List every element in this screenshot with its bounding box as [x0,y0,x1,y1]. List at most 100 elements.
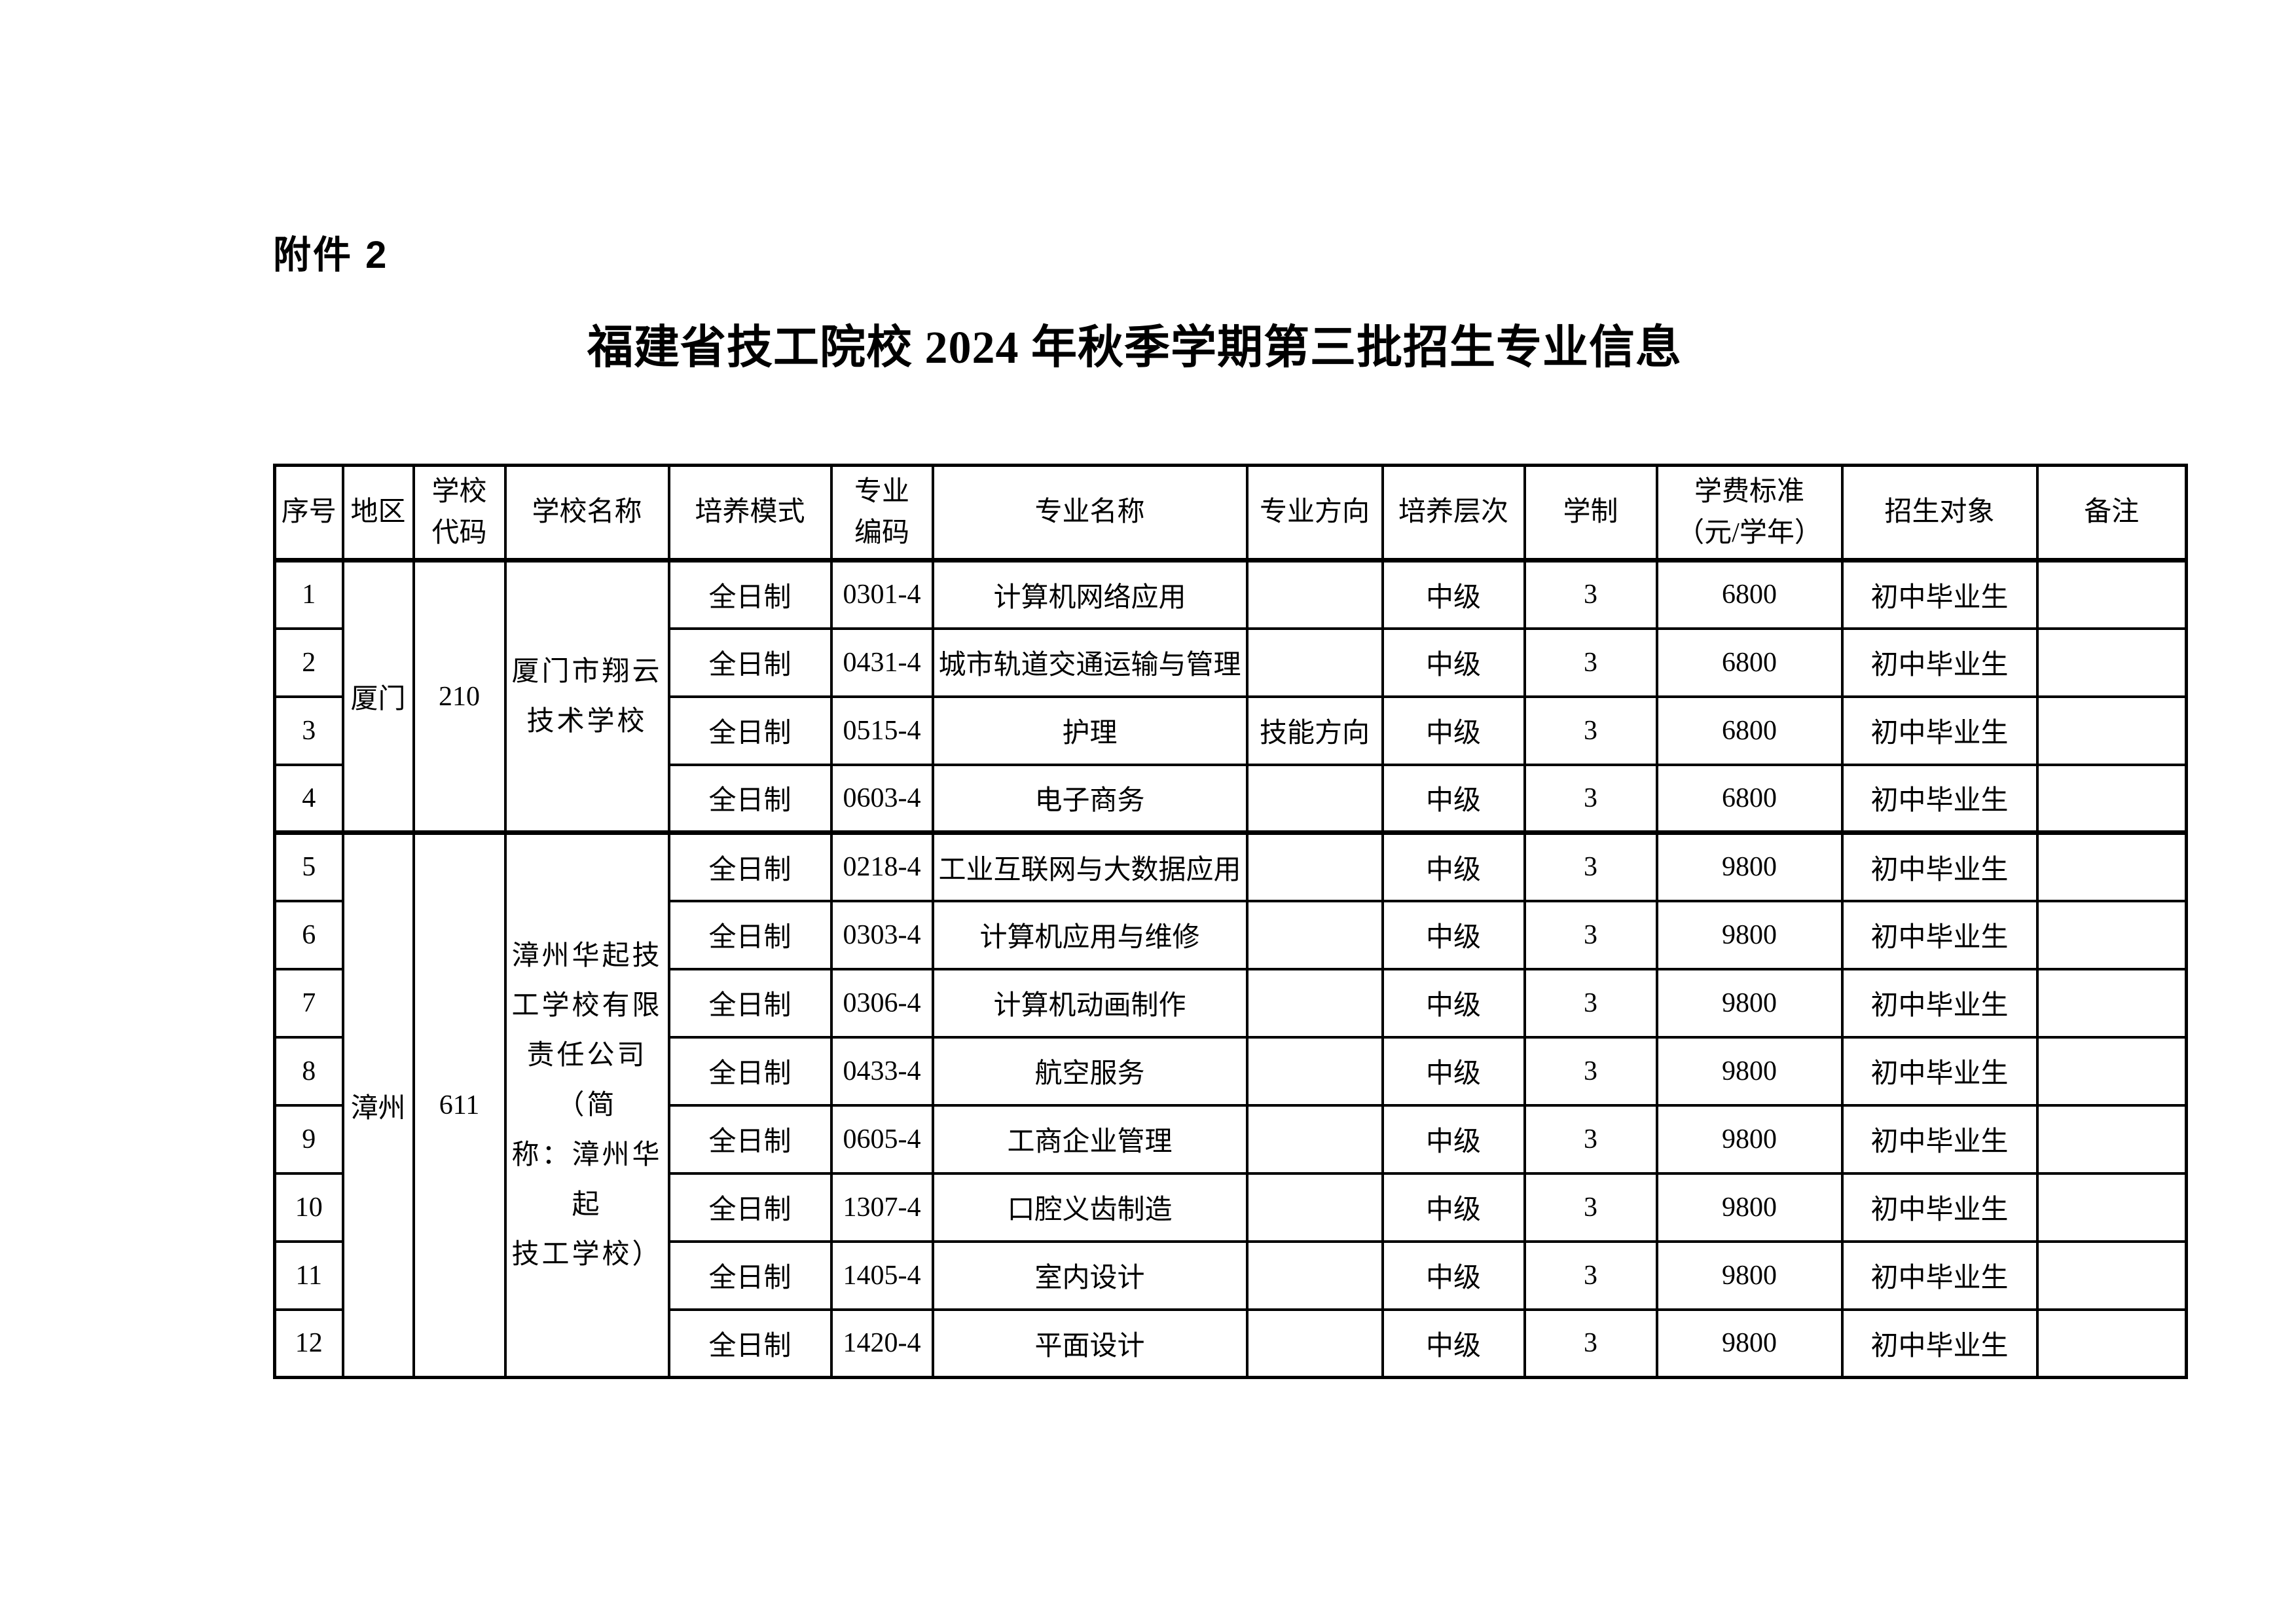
cell-major-code: 1307-4 [829,1172,934,1243]
cell-fee: 9800 [1655,1308,1844,1379]
header-school-name: 学校名称 [503,464,670,563]
cell-level: 中级 [1381,1103,1526,1175]
cell-seq: 10 [273,1172,344,1243]
cell-target: 初中毕业生 [1840,1103,2039,1175]
cell-major-name: 口腔义齿制造 [931,1172,1248,1243]
cell-fee: 9800 [1655,1240,1844,1311]
cell-mode: 全日制 [667,1172,833,1243]
cell-direction: 技能方向 [1245,695,1384,766]
cell-note [2035,559,2188,630]
cell-note [2035,1035,2188,1107]
cell-fee: 6800 [1655,627,1844,698]
cell-note [2035,967,2188,1039]
cell-mode: 全日制 [667,1035,833,1107]
cell-target: 初中毕业生 [1840,967,2039,1039]
cell-mode: 全日制 [667,1240,833,1311]
cell-major-code: 1405-4 [829,1240,934,1311]
cell-mode: 全日制 [667,1103,833,1175]
table-row: 2 全日制 0431-4 城市轨道交通运输与管理 中级 3 6800 初中毕业生 [273,627,2188,698]
cell-seq: 12 [273,1308,344,1379]
cell-region: 漳州 [341,830,415,1379]
cell-target: 初中毕业生 [1840,627,2039,698]
cell-years: 3 [1523,559,1658,630]
cell-seq: 8 [273,1035,344,1107]
cell-fee: 6800 [1655,763,1844,834]
cell-fee: 6800 [1655,559,1844,630]
cell-level: 中级 [1381,1240,1526,1311]
cell-major-code: 0303-4 [829,899,934,970]
cell-level: 中级 [1381,559,1526,630]
cell-target: 初中毕业生 [1840,695,2039,766]
table-header-row: 序号 地区 学校 代码 学校名称 培养模式 专业 编码 专业名称 专业方向 培养… [273,464,2188,563]
header-seq: 序号 [273,464,344,563]
cell-years: 3 [1523,830,1658,902]
header-years: 学制 [1523,464,1658,563]
cell-direction [1245,1103,1384,1175]
cell-direction [1245,967,1384,1039]
cell-major-code: 0301-4 [829,559,934,630]
cell-school-name: 漳州华起技 工学校有限 责任公司（简 称：漳州华起 技工学校） [503,830,670,1379]
table-row: 10 全日制 1307-4 口腔义齿制造 中级 3 9800 初中毕业生 [273,1172,2188,1243]
header-mode: 培养模式 [667,464,833,563]
cell-years: 3 [1523,1103,1658,1175]
cell-seq: 5 [273,830,344,902]
header-major-code: 专业 编码 [829,464,934,563]
header-fee: 学费标准 （元/学年） [1655,464,1844,563]
cell-mode: 全日制 [667,1308,833,1379]
cell-major-code: 0218-4 [829,830,934,902]
table-row: 12 全日制 1420-4 平面设计 中级 3 9800 初中毕业生 [273,1308,2188,1379]
cell-level: 中级 [1381,1308,1526,1379]
cell-note [2035,627,2188,698]
cell-fee: 9800 [1655,1172,1844,1243]
cell-years: 3 [1523,763,1658,834]
cell-note [2035,1240,2188,1311]
table-row: 1 厦门 210 厦门市翔云 技术学校 全日制 0301-4 计算机网络应用 中… [273,559,2188,834]
cell-years: 3 [1523,627,1658,698]
cell-major-code: 0603-4 [829,763,934,834]
cell-direction [1245,627,1384,698]
cell-fee: 9800 [1655,1103,1844,1175]
cell-school-code: 210 [412,559,507,834]
cell-target: 初中毕业生 [1840,899,2039,970]
cell-note [2035,1172,2188,1243]
cell-major-code: 1420-4 [829,1308,934,1379]
cell-years: 3 [1523,1308,1658,1379]
cell-seq: 3 [273,695,344,766]
cell-target: 初中毕业生 [1840,1240,2039,1311]
cell-target: 初中毕业生 [1840,1172,2039,1243]
cell-target: 初中毕业生 [1840,830,2039,902]
cell-direction [1245,899,1384,970]
cell-note [2035,899,2188,970]
header-region: 地区 [341,464,415,563]
enrollment-table: 序号 地区 学校 代码 学校名称 培养模式 专业 编码 专业名称 专业方向 培养… [273,464,2188,1379]
cell-target: 初中毕业生 [1840,1035,2039,1107]
header-note: 备注 [2035,464,2188,563]
header-target: 招生对象 [1840,464,2039,563]
cell-major-name: 室内设计 [931,1240,1248,1311]
table-row: 11 全日制 1405-4 室内设计 中级 3 9800 初中毕业生 [273,1240,2188,1311]
cell-direction [1245,1240,1384,1311]
attachment-label: 附件 2 [273,234,389,276]
cell-target: 初中毕业生 [1840,763,2039,834]
cell-mode: 全日制 [667,627,833,698]
cell-seq: 9 [273,1103,344,1175]
cell-major-code: 0515-4 [829,695,934,766]
cell-level: 中级 [1381,830,1526,902]
cell-seq: 2 [273,627,344,698]
cell-mode: 全日制 [667,763,833,834]
cell-seq: 6 [273,899,344,970]
cell-level: 中级 [1381,1172,1526,1243]
cell-school-name: 厦门市翔云 技术学校 [503,559,670,834]
cell-note [2035,1103,2188,1175]
table-row: 7 全日制 0306-4 计算机动画制作 中级 3 9800 初中毕业生 [273,967,2188,1039]
cell-direction [1245,1035,1384,1107]
table-row: 5 漳州 611 漳州华起技 工学校有限 责任公司（简 称：漳州华起 技工学校）… [273,830,2188,1379]
cell-note [2035,1308,2188,1379]
cell-major-code: 0433-4 [829,1035,934,1107]
cell-fee: 9800 [1655,967,1844,1039]
cell-direction [1245,1308,1384,1379]
cell-years: 3 [1523,1172,1658,1243]
cell-fee: 9800 [1655,899,1844,970]
cell-fee: 6800 [1655,695,1844,766]
